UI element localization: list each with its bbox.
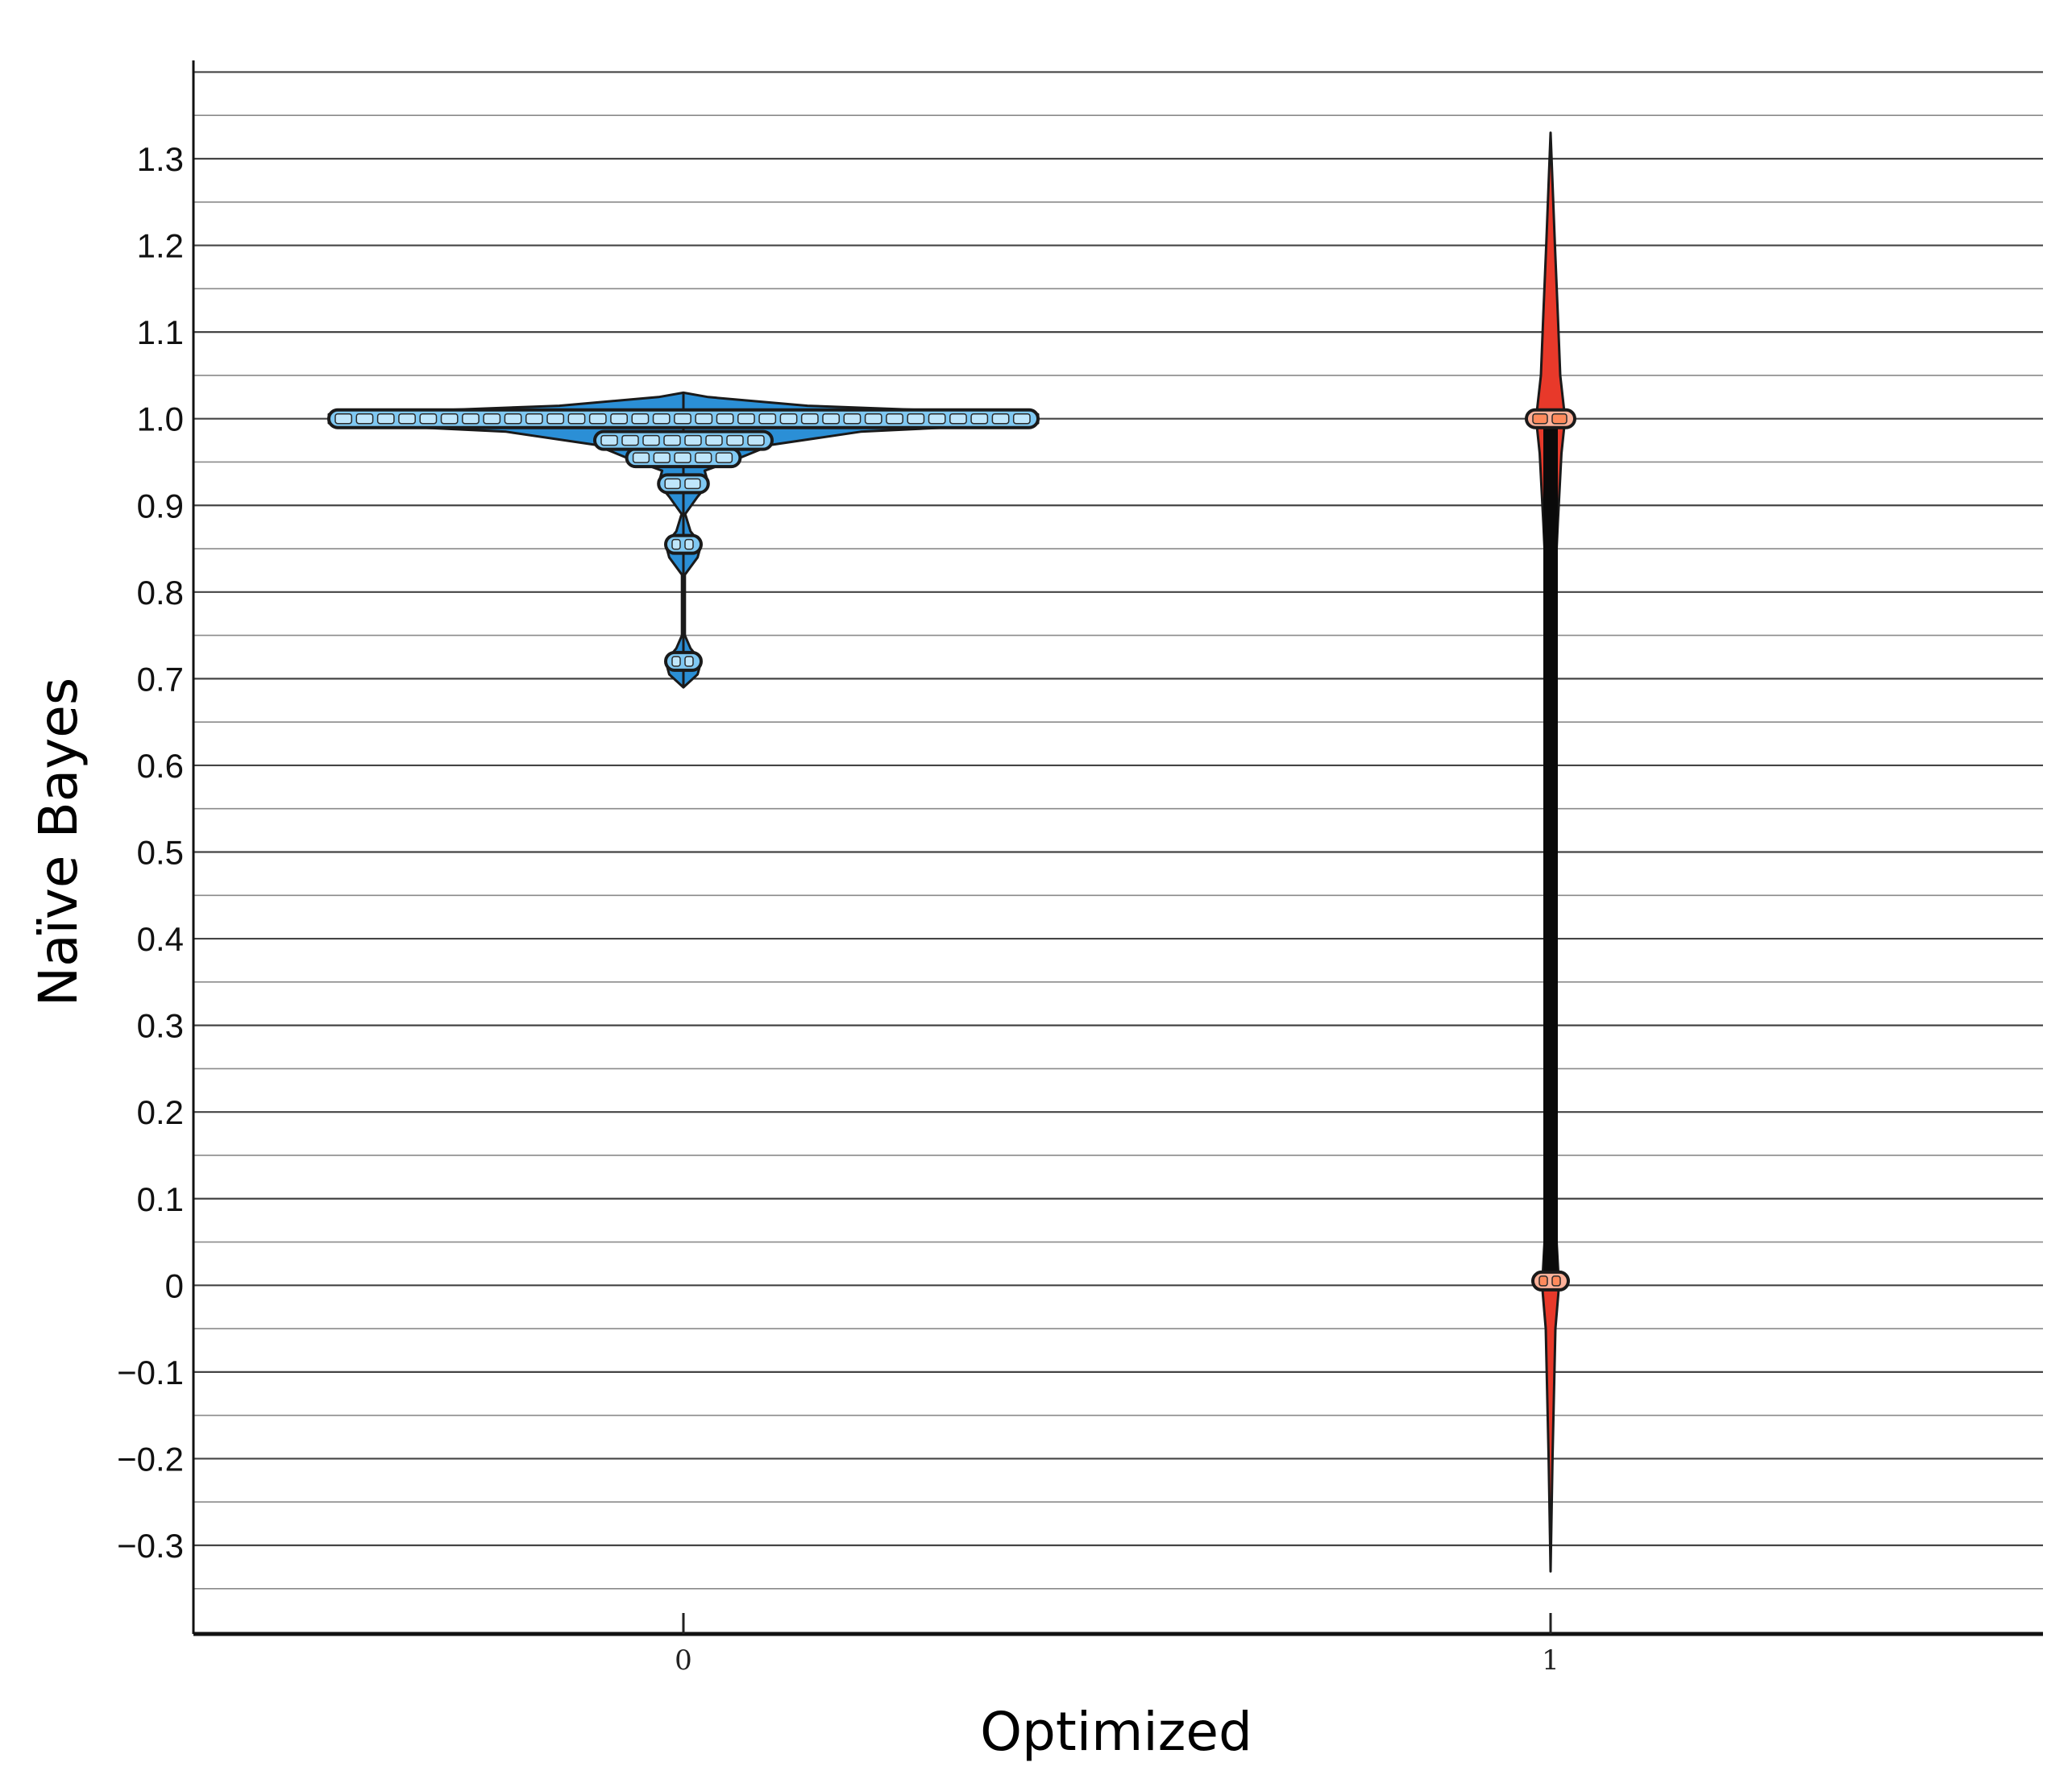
x-axis-title: Optimized: [980, 1701, 1252, 1763]
y-tick-label: −0.1: [117, 1354, 184, 1391]
data-point: [928, 413, 946, 425]
grid-lines: [193, 71, 2043, 1590]
y-tick-label: 0.2: [137, 1093, 184, 1131]
data-point: [695, 413, 713, 425]
data-point: [1532, 413, 1548, 425]
data-point: [684, 478, 701, 490]
data-point: [737, 413, 755, 425]
y-ticks: 1.3 1.2 1.1 1.0 0.9 0.8 0.7 0.6 0.5 0.4 0.3 0.2 0.1 0…: [117, 140, 184, 1565]
y-tick-label: 0.9: [137, 487, 184, 525]
data-point: [546, 413, 565, 425]
data-point: [747, 434, 765, 446]
data-point: [588, 413, 607, 425]
data-point: [504, 413, 522, 425]
data-point: [1538, 1275, 1548, 1287]
data-point: [674, 452, 691, 463]
data-point: [355, 413, 374, 425]
data-point: [440, 413, 459, 425]
y-tick-label: 0.6: [137, 747, 184, 785]
y-tick-label: −0.2: [117, 1440, 184, 1478]
data-point: [800, 413, 819, 425]
data-point: [907, 413, 925, 425]
data-point: [1012, 413, 1031, 425]
y-tick-label: 0.1: [137, 1180, 184, 1218]
y-tick-label: 1.3: [137, 140, 184, 178]
y-tick-label: −0.3: [117, 1527, 184, 1565]
data-point: [334, 413, 353, 425]
data-point: [600, 434, 618, 446]
data-point: [376, 413, 395, 425]
violin-group: [327, 131, 1576, 1573]
point-cluster-0: [593, 429, 774, 451]
data-point: [991, 413, 1010, 425]
point-cluster-1: [1531, 1270, 1570, 1292]
y-tick-label: 0.7: [137, 660, 184, 698]
data-point: [419, 413, 438, 425]
data-point: [716, 413, 734, 425]
data-point: [949, 413, 967, 425]
data-point: [610, 413, 628, 425]
data-point: [652, 413, 671, 425]
data-point: [843, 413, 862, 425]
data-point: [621, 434, 639, 446]
data-point: [726, 434, 744, 446]
y-tick-label: 0.8: [137, 574, 184, 612]
data-point: [695, 452, 712, 463]
data-point: [684, 656, 694, 667]
point-cluster-0: [664, 650, 703, 672]
data-point: [631, 413, 650, 425]
axes: [192, 60, 2043, 1636]
data-point: [715, 452, 733, 463]
data-point: [671, 538, 681, 550]
y-tick-label: 0.3: [137, 1007, 184, 1045]
y-tick-label: 0.5: [137, 834, 184, 872]
data-point: [632, 452, 650, 463]
violin-box-1: [1543, 418, 1558, 1286]
y-tick-label: 0.4: [137, 920, 184, 958]
data-point: [970, 413, 989, 425]
data-point: [1551, 413, 1567, 425]
y-tick-label: 1.2: [137, 227, 184, 265]
data-point: [642, 434, 660, 446]
data-point: [758, 413, 777, 425]
data-point: [822, 413, 841, 425]
data-point: [705, 434, 723, 446]
data-point: [1551, 1275, 1561, 1287]
data-point: [567, 413, 586, 425]
data-point: [525, 413, 543, 425]
data-point: [653, 452, 671, 463]
data-point: [886, 413, 903, 425]
y-axis-title: Naïve Bayes: [27, 678, 89, 1007]
data-point: [462, 413, 480, 425]
data-point: [674, 413, 691, 425]
data-point: [684, 434, 702, 446]
y-tick-label: 0: [165, 1267, 184, 1304]
data-point: [483, 413, 501, 425]
data-point: [664, 478, 681, 490]
data-point: [663, 434, 681, 446]
y-tick-label: 1.1: [137, 313, 184, 351]
data-point: [398, 413, 416, 425]
data-point: [684, 538, 694, 550]
data-point: [864, 413, 882, 425]
point-cluster-0: [664, 533, 703, 555]
data-point: [779, 413, 798, 425]
y-tick-label: 1.0: [137, 400, 184, 438]
x-tick-label: 0: [675, 1644, 692, 1677]
x-tick-label: 1: [1542, 1644, 1559, 1677]
data-point: [671, 656, 681, 667]
